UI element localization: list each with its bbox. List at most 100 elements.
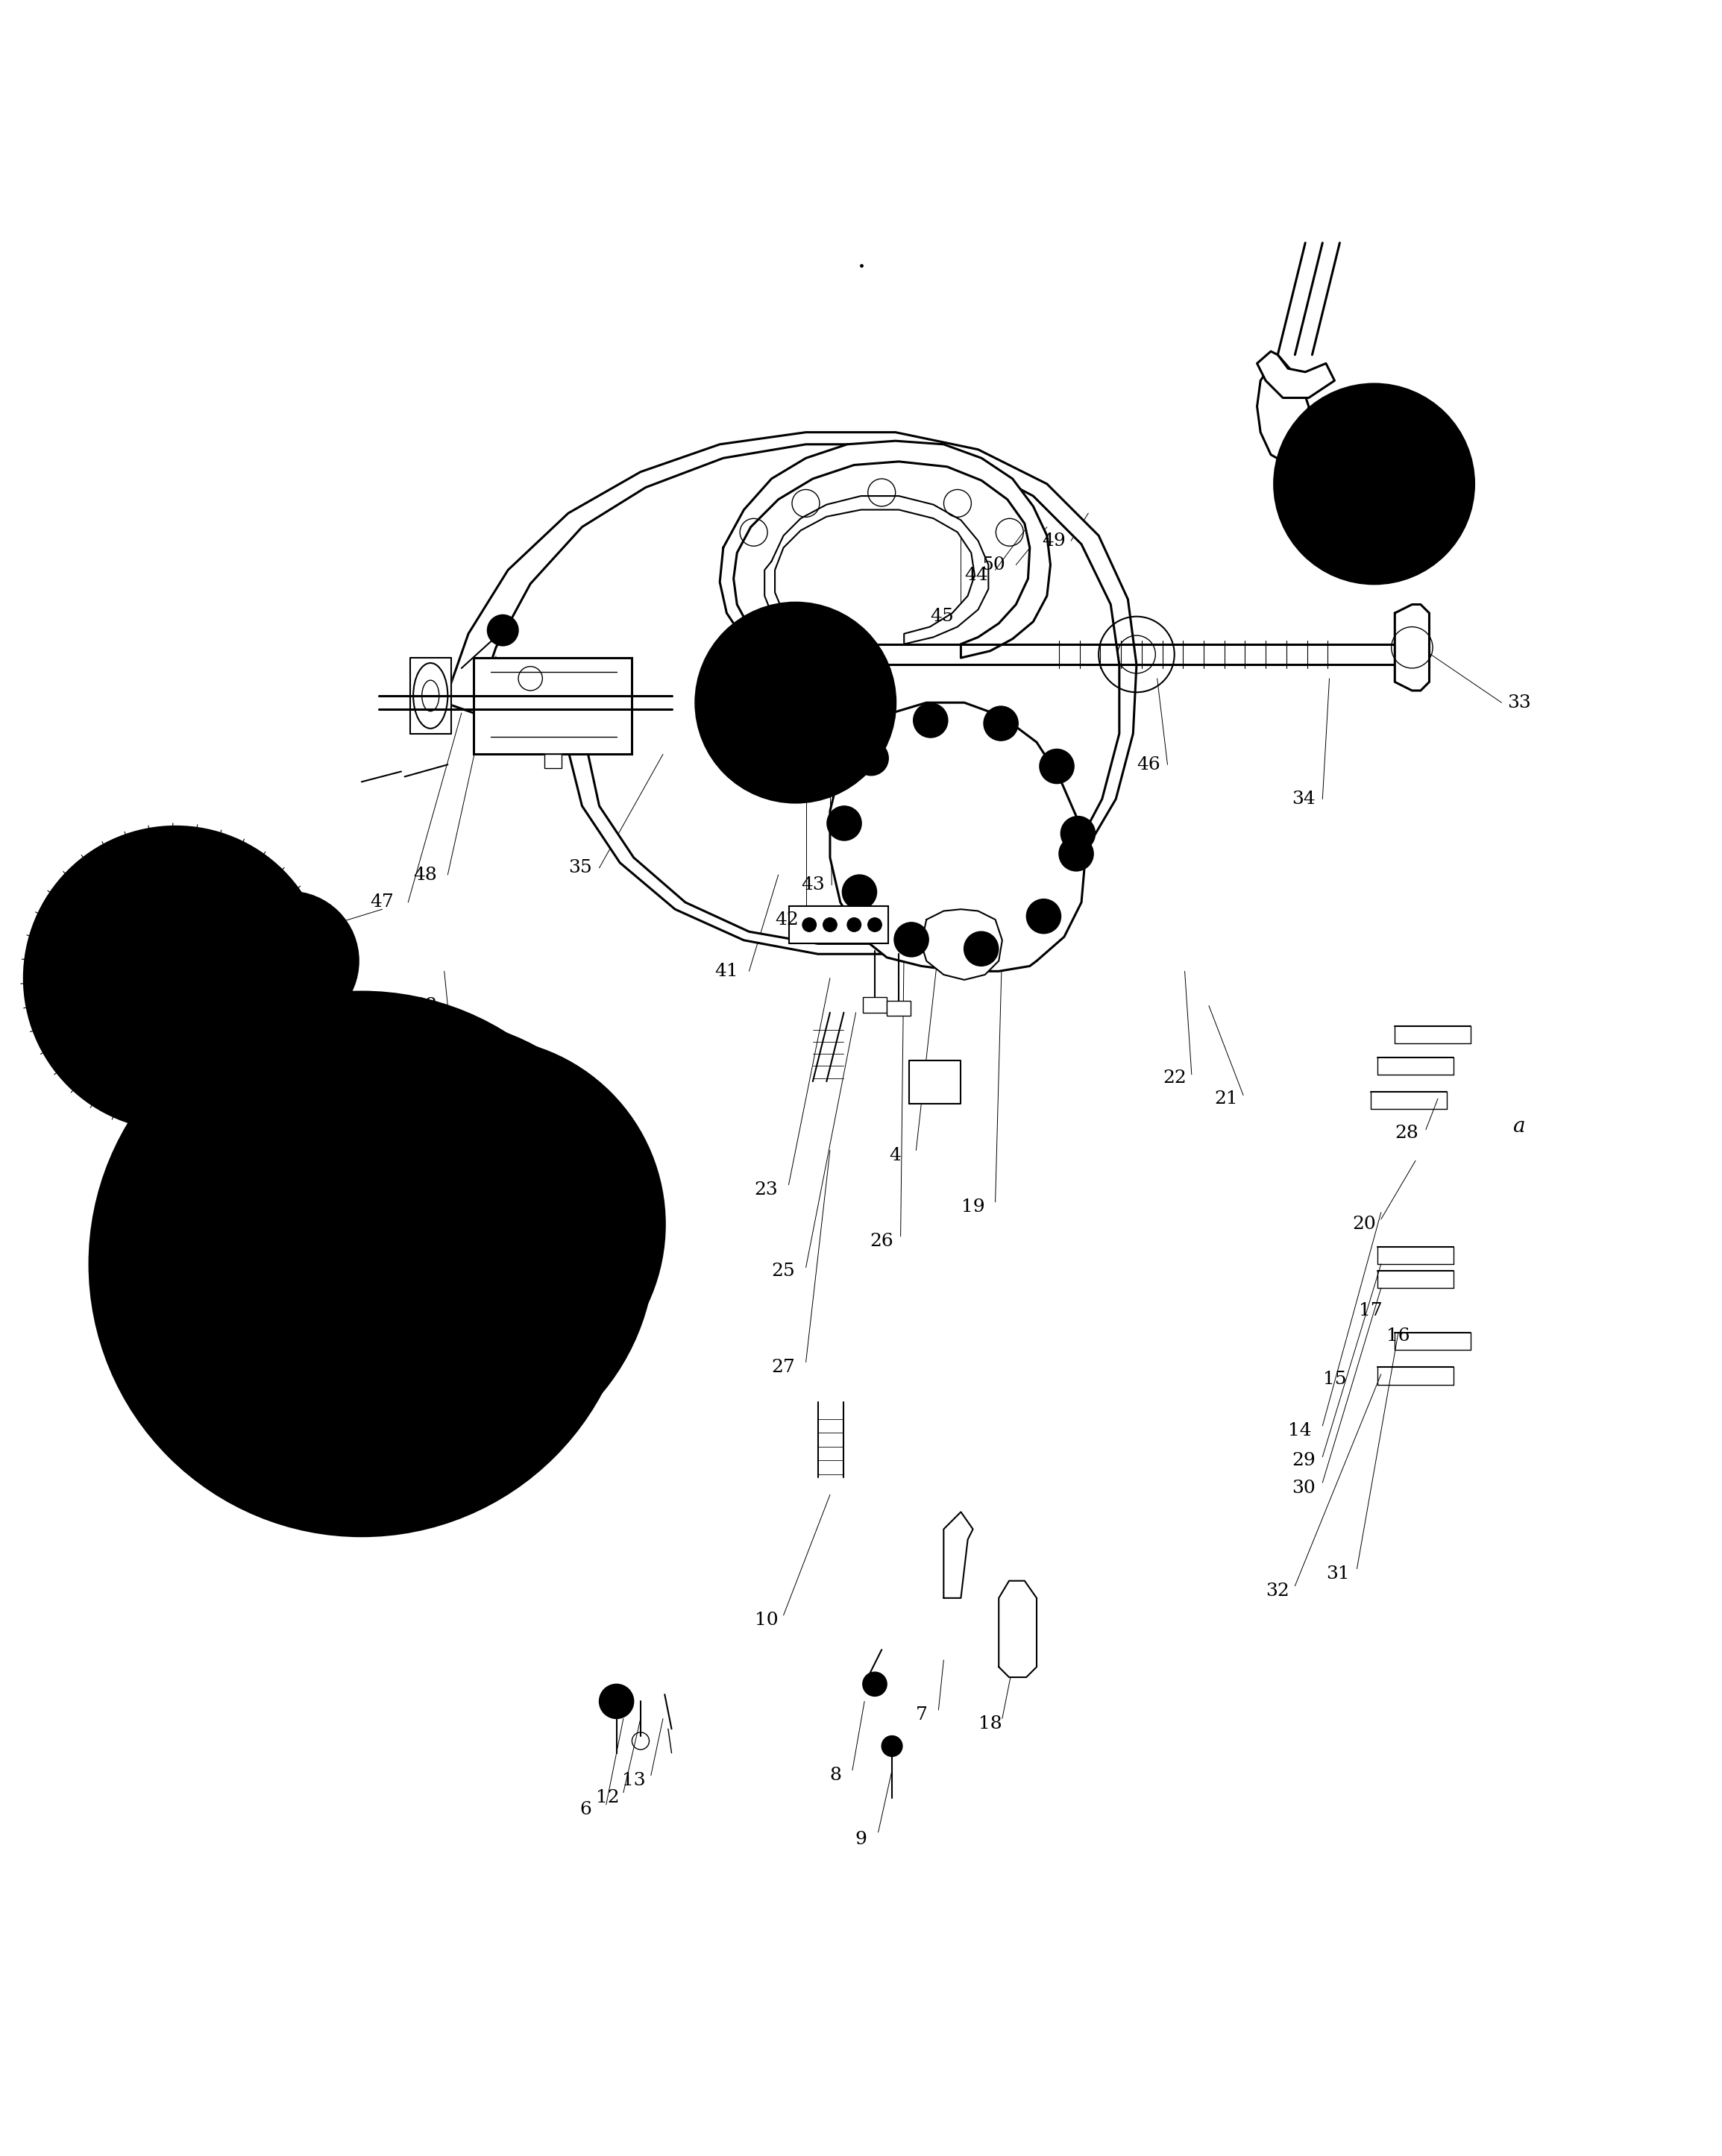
Polygon shape (1257, 351, 1335, 399)
FancyBboxPatch shape (887, 1000, 911, 1015)
Circle shape (468, 1072, 506, 1110)
Text: 11: 11 (479, 1143, 503, 1160)
Circle shape (460, 1404, 505, 1449)
Circle shape (334, 1445, 379, 1490)
Text: 24: 24 (65, 979, 90, 996)
Text: 36: 36 (255, 929, 279, 944)
Text: 34: 34 (1292, 791, 1316, 808)
Text: 48: 48 (413, 867, 437, 884)
Text: a: a (1512, 1117, 1526, 1136)
Circle shape (847, 918, 861, 931)
Circle shape (823, 642, 847, 666)
Text: 16: 16 (1386, 1328, 1410, 1345)
Polygon shape (921, 910, 1002, 979)
Polygon shape (944, 1511, 973, 1598)
Text: 35: 35 (568, 860, 592, 877)
Polygon shape (765, 496, 988, 651)
Polygon shape (444, 431, 1137, 953)
Text: 26: 26 (870, 1233, 894, 1250)
Text: 15: 15 (1322, 1371, 1347, 1388)
Circle shape (220, 893, 358, 1031)
Circle shape (208, 1397, 253, 1442)
Circle shape (863, 1673, 887, 1697)
Circle shape (599, 1684, 634, 1718)
Circle shape (301, 1358, 336, 1393)
Text: 7: 7 (916, 1708, 926, 1723)
Circle shape (351, 1283, 389, 1322)
Text: 50: 50 (982, 556, 1006, 573)
Circle shape (1061, 817, 1095, 852)
Text: 30: 30 (1292, 1479, 1316, 1496)
Circle shape (1274, 384, 1474, 584)
Circle shape (405, 1399, 439, 1432)
Circle shape (842, 875, 876, 910)
Polygon shape (830, 703, 1085, 970)
Text: 13: 13 (622, 1772, 646, 1789)
Text: 10: 10 (754, 1613, 778, 1630)
Text: 5: 5 (382, 1173, 393, 1190)
Text: 49: 49 (1042, 533, 1066, 550)
FancyBboxPatch shape (474, 658, 632, 755)
Text: 17: 17 (1359, 1302, 1383, 1319)
Text: 8: 8 (830, 1766, 840, 1783)
Circle shape (434, 1337, 472, 1376)
Circle shape (844, 701, 868, 724)
Text: 3: 3 (296, 1233, 307, 1250)
Circle shape (536, 1294, 580, 1339)
Circle shape (339, 1076, 374, 1110)
Circle shape (158, 1151, 203, 1194)
Text: 29: 29 (1292, 1451, 1316, 1468)
Polygon shape (1257, 356, 1309, 461)
Text: 39: 39 (103, 1065, 127, 1082)
Text: 1: 1 (124, 1337, 134, 1354)
Polygon shape (544, 755, 561, 768)
Text: 19: 19 (961, 1199, 985, 1216)
Circle shape (827, 806, 861, 841)
Circle shape (773, 630, 797, 653)
Circle shape (854, 742, 889, 776)
Polygon shape (909, 1061, 961, 1104)
Text: 18: 18 (978, 1716, 1002, 1731)
Text: 20: 20 (1352, 1216, 1376, 1233)
Circle shape (530, 1319, 568, 1358)
Text: 9: 9 (856, 1830, 866, 1848)
Circle shape (558, 1115, 596, 1151)
Circle shape (594, 1205, 632, 1244)
Circle shape (245, 1263, 279, 1298)
Circle shape (730, 660, 754, 683)
Text: 21: 21 (1214, 1091, 1238, 1108)
Text: 14: 14 (1288, 1423, 1312, 1440)
Circle shape (846, 690, 870, 714)
Circle shape (487, 614, 518, 647)
Circle shape (406, 1151, 551, 1296)
FancyBboxPatch shape (789, 906, 889, 944)
Polygon shape (999, 1580, 1037, 1677)
Circle shape (894, 923, 928, 957)
Circle shape (542, 1125, 577, 1160)
Circle shape (763, 748, 787, 772)
Circle shape (511, 1365, 546, 1399)
Circle shape (1026, 899, 1061, 934)
Text: 32: 32 (1266, 1583, 1290, 1600)
Circle shape (327, 1188, 365, 1227)
Circle shape (139, 1283, 184, 1328)
Text: 45: 45 (930, 608, 954, 625)
Text: 23: 23 (754, 1181, 778, 1199)
Circle shape (589, 1240, 627, 1279)
Circle shape (868, 918, 882, 931)
Polygon shape (1395, 604, 1429, 690)
Circle shape (1059, 837, 1093, 871)
Polygon shape (410, 658, 451, 733)
Circle shape (815, 744, 839, 768)
Circle shape (258, 1153, 293, 1188)
Circle shape (964, 931, 999, 966)
Circle shape (882, 1736, 902, 1757)
Circle shape (913, 703, 947, 737)
Text: 37: 37 (186, 903, 210, 921)
Text: 22: 22 (1162, 1069, 1186, 1087)
Polygon shape (720, 440, 1050, 658)
Text: 4: 4 (890, 1147, 901, 1164)
Text: 33: 33 (1507, 694, 1531, 711)
Text: 38: 38 (413, 996, 437, 1013)
Text: 43: 43 (801, 877, 825, 895)
